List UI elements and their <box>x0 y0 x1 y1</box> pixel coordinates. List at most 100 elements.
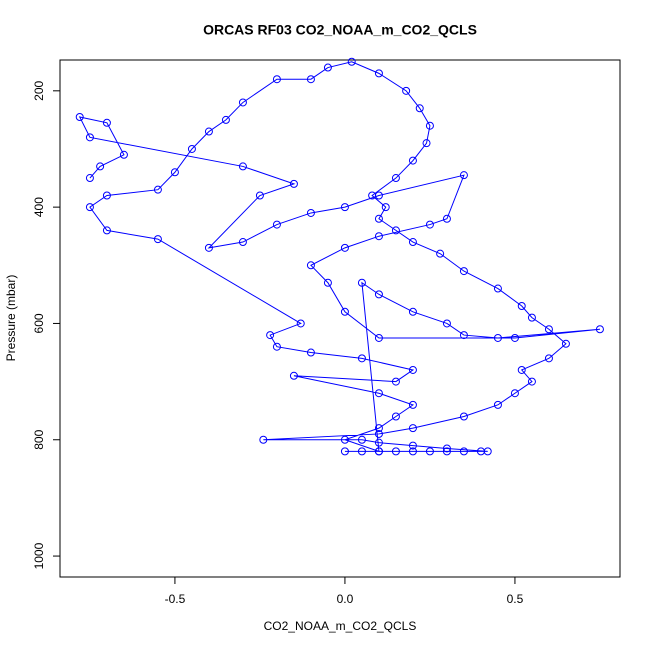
data-point <box>221 115 230 124</box>
data-point <box>391 174 400 183</box>
data-point <box>272 75 281 84</box>
data-point <box>493 284 502 293</box>
data-point <box>374 447 383 456</box>
y-tick-label: 200 <box>32 80 46 100</box>
data-point <box>357 435 366 444</box>
data-point <box>381 203 390 212</box>
data-point <box>238 162 247 171</box>
data-point <box>425 447 434 456</box>
data-point <box>442 319 451 328</box>
data-point <box>340 307 349 316</box>
plot-frame <box>59 59 621 578</box>
data-point <box>459 447 468 456</box>
data-point <box>85 203 94 212</box>
data-point <box>323 63 332 72</box>
data-point <box>340 243 349 252</box>
data-point <box>510 389 519 398</box>
x-tick-label: 0.0 <box>337 592 354 606</box>
data-point <box>306 208 315 217</box>
y-tick-label: 800 <box>32 429 46 449</box>
data-point <box>425 121 434 130</box>
data-point <box>442 444 451 453</box>
y-tick-label: 600 <box>32 313 46 333</box>
data-point <box>422 139 431 148</box>
data-point <box>289 179 298 188</box>
chart-title: ORCAS RF03 CO2_NOAA_m_CO2_QCLS <box>203 22 477 38</box>
data-point <box>544 354 553 363</box>
data-point <box>425 220 434 229</box>
data-point <box>483 447 492 456</box>
data-point <box>595 325 604 334</box>
data-point <box>153 185 162 194</box>
data-point <box>238 98 247 107</box>
series-line <box>78 61 600 453</box>
data-point <box>187 144 196 153</box>
data-point <box>402 86 411 95</box>
data-point <box>408 156 417 165</box>
data-point <box>527 313 536 322</box>
data-point <box>374 191 383 200</box>
data-point <box>374 232 383 241</box>
data-point <box>408 447 417 456</box>
data-point <box>391 226 400 235</box>
data-point <box>340 447 349 456</box>
data-point <box>255 191 264 200</box>
data-point <box>170 168 179 177</box>
data-point <box>561 339 570 348</box>
data-point <box>272 220 281 229</box>
data-point <box>259 435 268 444</box>
data-point <box>374 333 383 342</box>
y-tick-label: 1000 <box>32 542 46 569</box>
data-point <box>357 447 366 456</box>
data-point <box>408 238 417 247</box>
data-point <box>238 238 247 247</box>
data-point <box>408 400 417 409</box>
data-point <box>493 333 502 342</box>
data-point <box>459 171 468 180</box>
x-tick-label: -0.5 <box>165 592 186 606</box>
data-point <box>289 371 298 380</box>
data-point <box>204 243 213 252</box>
data-point <box>374 424 383 433</box>
data-point <box>85 174 94 183</box>
data-point <box>374 438 383 447</box>
data-point <box>374 389 383 398</box>
y-tick-label: 400 <box>32 197 46 217</box>
data-point <box>102 226 111 235</box>
data-point <box>374 429 383 438</box>
data-point <box>347 57 356 66</box>
data-point <box>323 278 332 287</box>
data-point <box>459 331 468 340</box>
x-axis-label: CO2_NOAA_m_CO2_QCLS <box>264 619 417 633</box>
data-point <box>408 365 417 374</box>
data-point <box>266 331 275 340</box>
data-point <box>306 261 315 270</box>
data-point <box>374 290 383 299</box>
data-point <box>544 325 553 334</box>
data-point <box>75 112 84 121</box>
data-point <box>408 424 417 433</box>
data-point <box>459 267 468 276</box>
data-point <box>296 319 305 328</box>
data-point <box>391 377 400 386</box>
data-point <box>204 127 213 136</box>
data-point <box>391 447 400 456</box>
data-point <box>527 377 536 386</box>
x-tick-label: 0.5 <box>507 592 524 606</box>
data-point <box>391 412 400 421</box>
data-point <box>340 435 349 444</box>
data-point <box>408 307 417 316</box>
data-point <box>493 400 502 409</box>
data-point <box>517 365 526 374</box>
data-point <box>459 412 468 421</box>
data-point <box>306 75 315 84</box>
data-point <box>517 301 526 310</box>
data-point <box>96 162 105 171</box>
data-point <box>306 348 315 357</box>
data-point <box>102 118 111 127</box>
data-point <box>85 133 94 142</box>
data-point <box>374 69 383 78</box>
data-point <box>415 104 424 113</box>
data-point <box>442 214 451 223</box>
